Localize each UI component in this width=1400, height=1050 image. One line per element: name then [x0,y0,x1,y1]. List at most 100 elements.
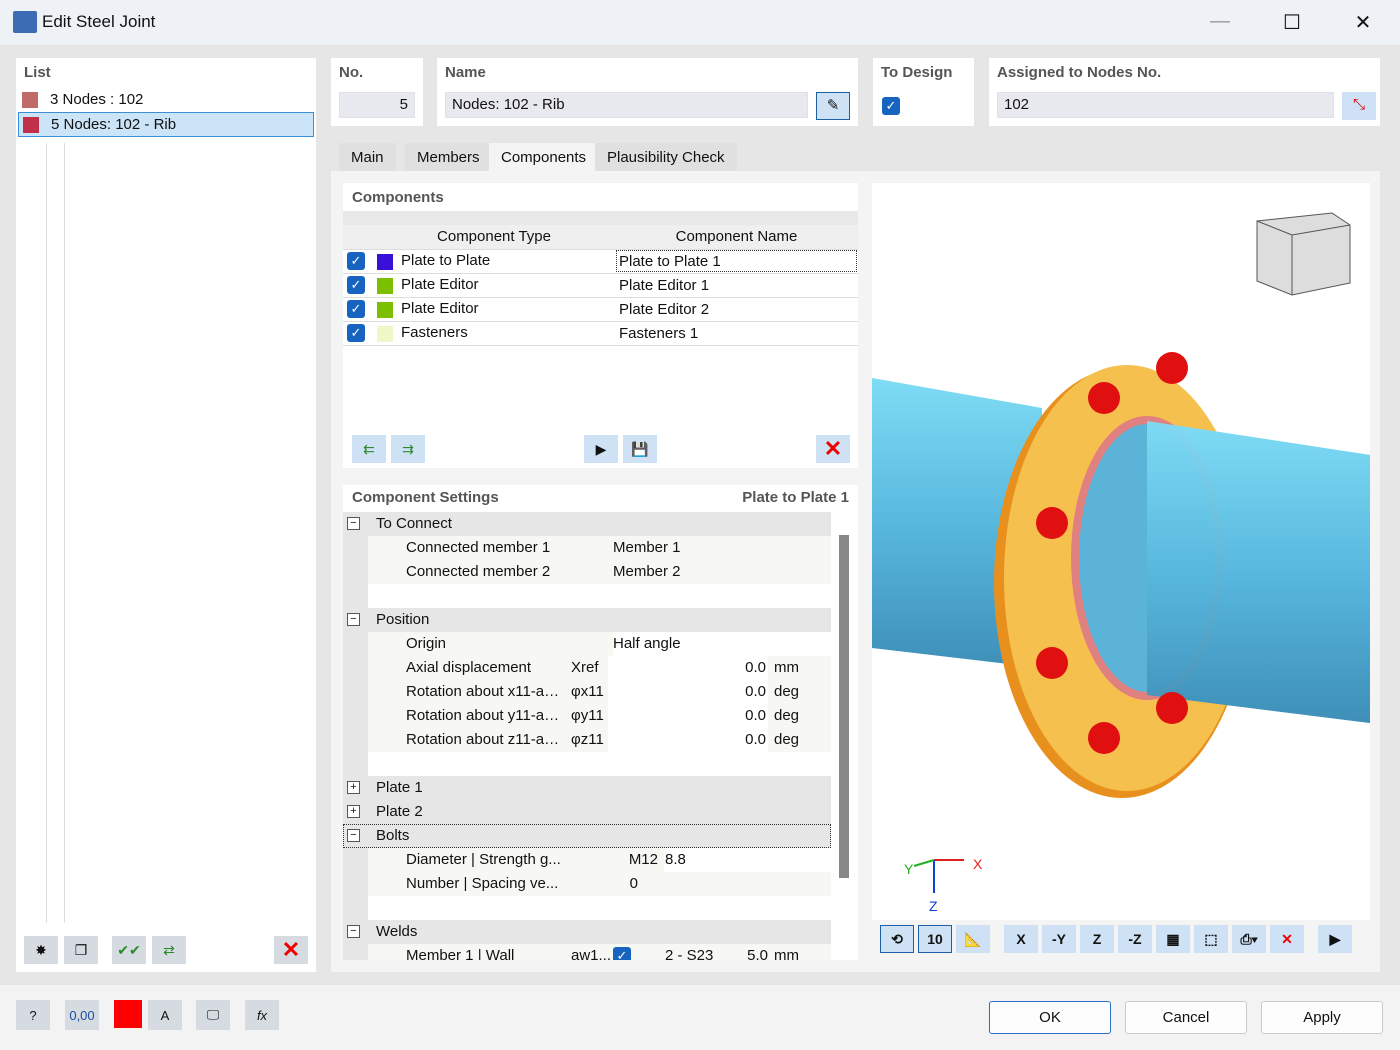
units-icon[interactable]: 0,00 [65,1000,99,1030]
export-icon[interactable]: ▶ [584,435,618,463]
apply-button[interactable]: Apply [1261,1001,1383,1034]
table-row[interactable]: ✓ Plate Editor Plate Editor 2 [343,297,858,322]
save-icon[interactable]: 💾 [623,435,657,463]
view-cube [1256,212,1351,296]
render-wireframe-icon[interactable]: ⬚ [1194,925,1228,953]
row-axial-displacement[interactable]: Axial displacement Xref 0.0 mm [368,656,831,680]
component-settings-panel: Component Settings Plate to Plate 1 − To … [343,485,858,960]
group-welds[interactable]: − Welds [343,920,831,944]
no-label: No. [339,64,364,81]
components-header: Components [352,189,444,206]
print-icon[interactable]: ⎙▾ [1232,925,1266,953]
reset-zoom-icon[interactable]: ✕ [1270,925,1304,953]
color-swatch [377,301,393,318]
row-checkbox[interactable]: ✓ [347,300,365,318]
dimension-icon[interactable]: 10 [918,925,952,953]
view-minus-z-icon[interactable]: -Z [1118,925,1152,953]
row-bolt-diameter[interactable]: Diameter | Strength g... M12 8.8 [368,848,831,872]
delete-icon[interactable]: ✕ [274,936,308,964]
row-rotation-x[interactable]: Rotation about x11-a… φx11 0.0 deg [368,680,831,704]
move-up-icon[interactable]: ⇇ [352,435,386,463]
color-swatch [377,253,393,270]
axis-z-label: Z [929,898,938,914]
new-joint-icon[interactable]: ✸ [24,936,58,964]
nodes-section: Assigned to Nodes No. 102 ⤡ [989,58,1380,126]
row-connected-member-2[interactable]: Connected member 2 Member 2 [368,560,831,584]
list-panel: List 3 Nodes : 102 5 Nodes: 102 - Rib ✸ … [16,58,316,972]
joint-model [872,212,1370,893]
color-icon[interactable] [114,1000,142,1028]
view-z-icon[interactable]: Z [1080,925,1114,953]
text-style-icon[interactable]: A [148,1000,182,1030]
group-bolts[interactable]: − Bolts [343,824,831,848]
view-x-icon[interactable]: X [1004,925,1038,953]
color-swatch [22,91,38,108]
scrollbar[interactable] [839,535,849,878]
delete-component-icon[interactable]: ✕ [816,435,850,463]
list-item-label: Nodes : 102 [62,91,144,108]
to-design-label: To Design [881,64,953,81]
pick-node-icon[interactable]: ⤡ [1342,92,1376,120]
axis-triad [913,859,964,893]
tab-main[interactable]: Main [339,143,396,172]
row-checkbox[interactable]: ✓ [347,276,365,294]
list-item-label: Nodes: 102 - Rib [63,116,177,133]
bolts [1036,352,1188,754]
panel-toggle-icon[interactable]: ▶ [1318,925,1352,953]
row-bolt-number[interactable]: Number | Spacing ve... 0 [368,872,831,896]
settings-current-component: Plate to Plate 1 [742,489,849,506]
axis-x-label: X [973,856,983,872]
rotate-view-icon[interactable]: ⟲ [880,925,914,953]
view-minus-y-icon[interactable]: -Y [1042,925,1076,953]
group-plate-1[interactable]: + Plate 1 [343,776,831,800]
group-to-connect[interactable]: − To Connect [343,512,831,536]
row-rotation-z[interactable]: Rotation about z11-a… φz11 0.0 deg [368,728,831,752]
close-button[interactable]: ✕ [1354,12,1372,34]
table-row[interactable]: ✓ Plate Editor Plate Editor 1 [343,273,858,298]
row-checkbox[interactable]: ✓ [347,252,365,270]
toggle-check-icon[interactable]: ⇄ [152,936,186,964]
color-swatch [377,325,393,342]
edit-name-icon[interactable]: ✎ [816,92,850,120]
tab-members[interactable]: Members [405,143,492,172]
weld-checkbox[interactable]: ✓ [613,947,631,960]
row-weld-1[interactable]: Member 1 | Wall aw1... ✓ 2 - S23 5.0 mm [368,944,831,960]
row-connected-member-1[interactable]: Connected member 1 Member 1 [368,536,831,560]
list-item-selected[interactable]: 5 Nodes: 102 - Rib [18,112,314,137]
row-origin[interactable]: Origin Half angle [368,632,831,656]
col-component-type: Component Type [373,225,615,250]
name-field[interactable]: Nodes: 102 - Rib [445,92,808,118]
formula-icon[interactable]: fx [245,1000,279,1030]
cancel-button[interactable]: Cancel [1125,1001,1247,1034]
ok-button[interactable]: OK [989,1001,1111,1034]
view-toolbar: ⟲ 10 📐 X -Y Z -Z ▦ ⬚ ⎙▾ ✕ ▶ [872,920,1370,960]
settings-header: Component Settings [352,489,499,506]
minimize-button[interactable]: — [1210,10,1230,32]
components-table: Component Type Component Name ✓ Plate to P… [343,225,858,346]
no-field[interactable]: 5 [339,92,415,118]
measure-visibility-icon[interactable]: 📐 [956,925,990,953]
color-swatch [377,277,393,294]
row-rotation-y[interactable]: Rotation about y11-a… φy11 0.0 deg [368,704,831,728]
render-solid-icon[interactable]: ▦ [1156,925,1190,953]
group-plate-2[interactable]: + Plate 2 [343,800,831,824]
window-title: Edit Steel Joint [42,12,156,31]
help-icon[interactable]: ? [16,1000,50,1030]
maximize-button[interactable]: ☐ [1283,12,1301,34]
to-design-checkbox[interactable]: ✓ [882,97,900,115]
tab-plausibility-check[interactable]: Plausibility Check [595,143,737,172]
tab-components[interactable]: Components [489,143,599,172]
copy-joint-icon[interactable]: ❐ [64,936,98,964]
row-checkbox[interactable]: ✓ [347,324,365,342]
title-bar: Edit Steel Joint — ☐ ✕ [0,0,1400,45]
components-panel: Components Component Type Component Name … [343,183,858,468]
nodes-field[interactable]: 102 [997,92,1334,118]
view-settings-icon[interactable]: 🖵 [196,1000,230,1030]
table-row[interactable]: ✓ Plate to Plate Plate to Plate 1 [343,249,858,274]
check-all-icon[interactable]: ✔✔ [112,936,146,964]
table-row[interactable]: ✓ Fasteners Fasteners 1 [343,321,858,346]
move-down-icon[interactable]: ⇉ [391,435,425,463]
3d-view[interactable]: X Y Z ⟲ 10 📐 X -Y Z -Z ▦ ⬚ ⎙▾ ✕ ▶ [872,183,1370,960]
group-position[interactable]: − Position [343,608,831,632]
list-item[interactable]: 3 Nodes : 102 [18,87,316,112]
